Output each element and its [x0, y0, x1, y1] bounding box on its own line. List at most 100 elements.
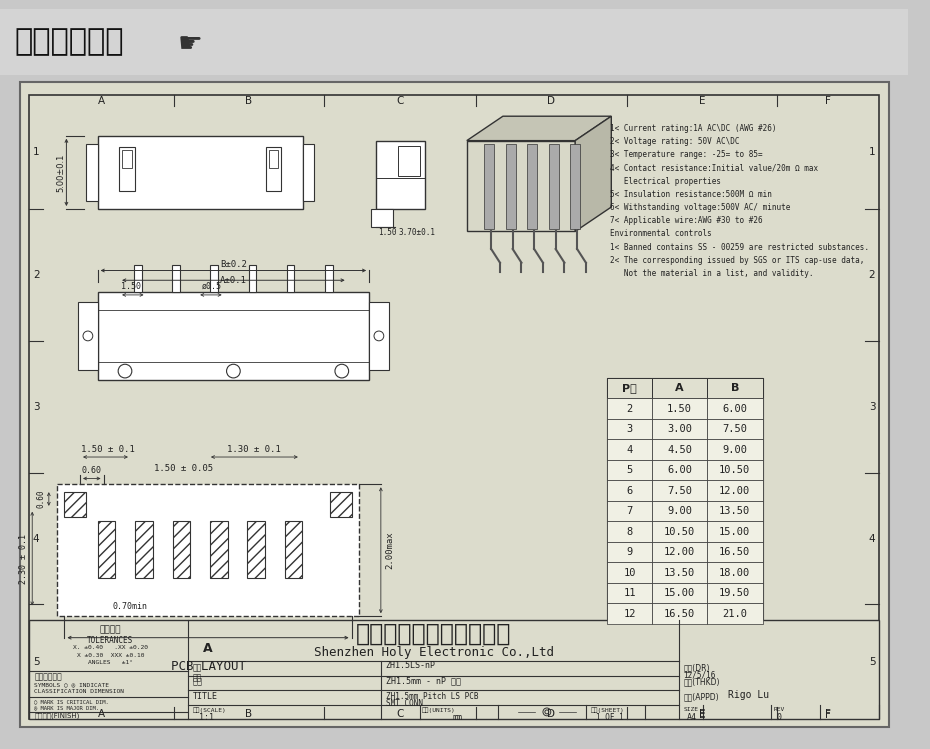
Bar — [607, 542, 652, 562]
Text: ZH1.5LS-nP: ZH1.5LS-nP — [386, 661, 436, 670]
Text: REV: REV — [774, 707, 785, 712]
Text: P数: P数 — [622, 383, 637, 393]
Text: 16.50: 16.50 — [664, 609, 696, 619]
Text: E: E — [698, 709, 705, 719]
Text: 1< Banned contains SS - 00259 are restricted substances.: 1< Banned contains SS - 00259 are restri… — [610, 243, 870, 252]
Bar — [20, 82, 889, 727]
Text: 6.00: 6.00 — [723, 404, 748, 413]
Bar — [707, 542, 763, 562]
Circle shape — [374, 331, 384, 341]
Text: A: A — [98, 96, 105, 106]
Bar — [607, 562, 652, 583]
Text: 1.50: 1.50 — [378, 228, 396, 237]
Text: 1: 1 — [869, 147, 875, 157]
Text: 7.50: 7.50 — [723, 424, 748, 434]
Bar — [607, 501, 652, 521]
Text: 审核(THKD): 审核(THKD) — [684, 678, 720, 687]
Text: 检验尺寸标示: 检验尺寸标示 — [34, 673, 62, 682]
Text: E: E — [698, 96, 705, 106]
Text: 11: 11 — [624, 588, 636, 598]
Polygon shape — [467, 141, 575, 231]
Text: 工程
图号: 工程 图号 — [193, 663, 202, 682]
Bar — [607, 440, 652, 460]
Bar — [607, 583, 652, 604]
Text: Shenzhen Holy Electronic Co.,Ltd: Shenzhen Holy Electronic Co.,Ltd — [313, 646, 553, 659]
Text: SMT CONN: SMT CONN — [386, 700, 423, 709]
Bar — [369, 302, 389, 370]
Text: X ±0.30  XXX ±0.10: X ±0.30 XXX ±0.10 — [76, 653, 144, 658]
Bar — [607, 521, 652, 542]
Text: 制图(DR): 制图(DR) — [684, 663, 711, 672]
Bar — [652, 521, 707, 542]
Bar — [135, 521, 153, 578]
Bar — [652, 378, 707, 398]
Bar — [86, 144, 98, 201]
Text: B: B — [246, 709, 253, 719]
Bar — [210, 521, 228, 578]
Text: 9.00: 9.00 — [723, 445, 748, 455]
Text: 2: 2 — [33, 270, 39, 280]
Text: 12.00: 12.00 — [664, 548, 696, 557]
Text: 4: 4 — [627, 445, 633, 455]
Text: 校准(APPD): 校准(APPD) — [684, 692, 719, 701]
Polygon shape — [575, 116, 611, 231]
Text: 2: 2 — [627, 404, 633, 413]
Text: 1.50 ± 0.1: 1.50 ± 0.1 — [81, 445, 134, 454]
Text: 5: 5 — [869, 657, 875, 667]
Text: 4.50: 4.50 — [667, 445, 692, 455]
Bar — [707, 398, 763, 419]
Text: 5< Insulation resistance:500M Ω min: 5< Insulation resistance:500M Ω min — [610, 190, 772, 199]
Bar — [134, 264, 142, 292]
Text: 0.70min: 0.70min — [113, 602, 147, 611]
Polygon shape — [467, 116, 611, 141]
Text: PCB LAYOUT: PCB LAYOUT — [170, 660, 246, 673]
Text: 10: 10 — [624, 568, 636, 577]
Bar — [652, 604, 707, 624]
Bar — [607, 378, 763, 624]
Text: A: A — [203, 642, 213, 655]
Text: B±0.2: B±0.2 — [220, 260, 246, 269]
Bar — [248, 264, 257, 292]
Text: 在线图纸下载: 在线图纸下载 — [15, 28, 124, 56]
Text: 21.0: 21.0 — [723, 609, 748, 619]
Bar — [707, 419, 763, 440]
Text: TOLERANCES: TOLERANCES — [87, 636, 134, 645]
Text: 7: 7 — [627, 506, 633, 516]
Bar — [652, 480, 707, 501]
Text: 2< The corresponding issued by SGS or ITS cap-use data,: 2< The corresponding issued by SGS or IT… — [610, 256, 865, 265]
Text: F: F — [825, 709, 831, 719]
Bar — [652, 460, 707, 480]
Text: 3< Temperature range: -25= to 85=: 3< Temperature range: -25= to 85= — [610, 151, 763, 160]
Bar — [371, 209, 393, 226]
Text: 张数(SHEET): 张数(SHEET) — [591, 707, 625, 712]
Text: 1.30 ± 0.1: 1.30 ± 0.1 — [227, 445, 281, 454]
Bar — [707, 378, 763, 398]
Text: 深圳市宏利电子有限公司: 深圳市宏利电子有限公司 — [356, 622, 512, 646]
Text: ☛: ☛ — [178, 30, 203, 58]
Text: 1.50: 1.50 — [121, 282, 141, 291]
Bar — [119, 148, 135, 192]
Text: 2: 2 — [869, 270, 875, 280]
Text: CLASSIFICATION DIMENSION: CLASSIFICATION DIMENSION — [34, 689, 125, 694]
Text: 19.50: 19.50 — [719, 588, 751, 598]
Text: 1< Current rating:1A AC\DC (AWG #26): 1< Current rating:1A AC\DC (AWG #26) — [610, 124, 777, 133]
Text: 3: 3 — [627, 424, 633, 434]
Text: 3.70±0.1: 3.70±0.1 — [398, 228, 435, 237]
Text: 3: 3 — [869, 401, 875, 412]
Text: 10.50: 10.50 — [719, 465, 751, 475]
Text: ◎ MARK IS MAJOR DIM.: ◎ MARK IS MAJOR DIM. — [34, 705, 100, 710]
Text: 比例(SCALE): 比例(SCALE) — [193, 707, 226, 712]
Bar — [652, 501, 707, 521]
Text: ZH1.5mm Pitch LS PCB: ZH1.5mm Pitch LS PCB — [386, 692, 478, 701]
Text: A: A — [675, 383, 684, 393]
Text: 13.50: 13.50 — [719, 506, 751, 516]
Bar — [173, 521, 190, 578]
Text: 0.60: 0.60 — [37, 490, 46, 509]
Text: 0: 0 — [777, 713, 781, 722]
Bar — [325, 264, 333, 292]
Bar — [652, 542, 707, 562]
Bar — [57, 485, 359, 616]
Text: Rigo Lu: Rigo Lu — [727, 691, 768, 700]
Bar — [527, 144, 538, 229]
Bar — [210, 264, 219, 292]
